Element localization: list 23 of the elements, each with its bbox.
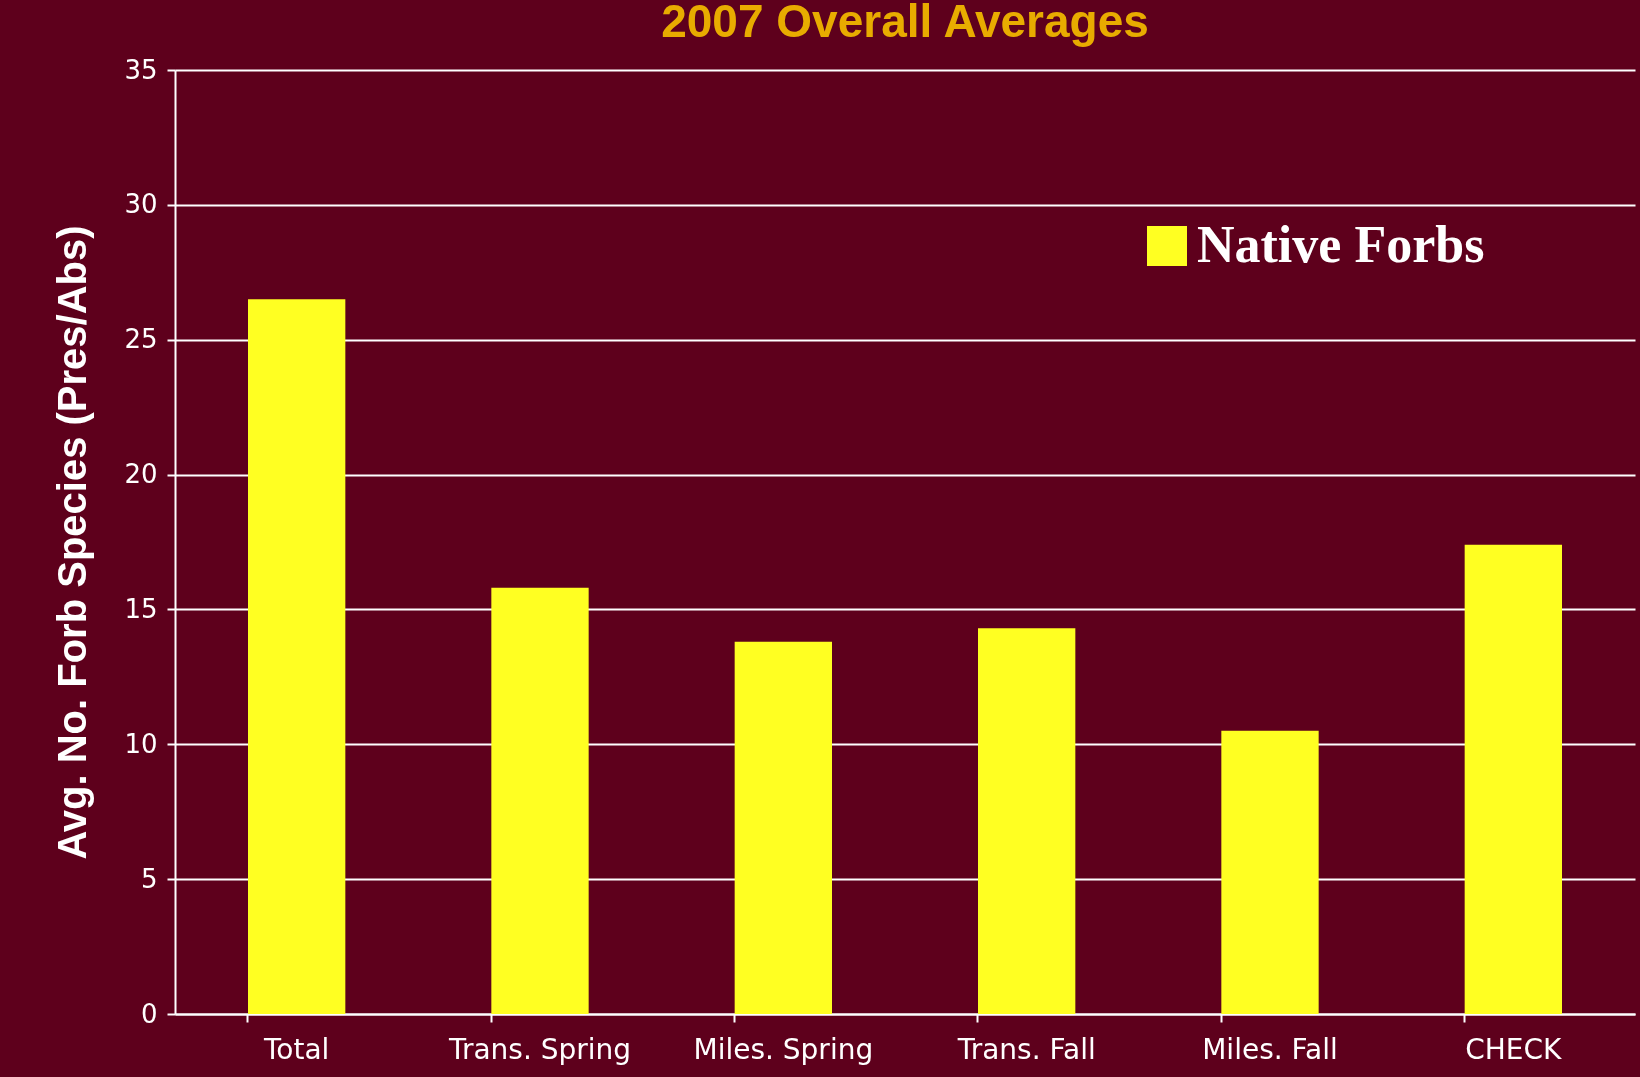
bar <box>491 587 589 1014</box>
y-tick-label: 20 <box>124 459 158 490</box>
x-tick-label: CHECK <box>1465 1032 1563 1066</box>
y-tick-label: 5 <box>140 863 158 894</box>
y-tick-label: 35 <box>124 54 158 85</box>
y-tick-label: 15 <box>124 593 158 624</box>
x-tick-label: Miles. Spring <box>693 1032 874 1066</box>
y-axis-title: Avg. No. Forb Species (Pres/Abs) <box>50 225 95 860</box>
x-tick-label: Miles. Fall <box>1202 1032 1338 1066</box>
x-tick-label: Trans. Spring <box>447 1032 632 1066</box>
bar <box>248 299 346 1014</box>
x-tick-label: Trans. Fall <box>956 1032 1096 1066</box>
y-tick-label: 10 <box>124 728 158 759</box>
chart-title: 2007 Overall Averages <box>661 0 1149 47</box>
y-tick-label: 0 <box>140 998 158 1029</box>
y-tick-label: 25 <box>124 324 158 355</box>
legend-label: Native Forbs <box>1197 216 1485 273</box>
x-tick-label: Total <box>262 1032 330 1066</box>
bar <box>734 641 832 1014</box>
bar <box>978 628 1076 1014</box>
bar <box>1221 730 1319 1014</box>
bar <box>1464 544 1562 1014</box>
y-tick-label: 30 <box>124 189 158 220</box>
